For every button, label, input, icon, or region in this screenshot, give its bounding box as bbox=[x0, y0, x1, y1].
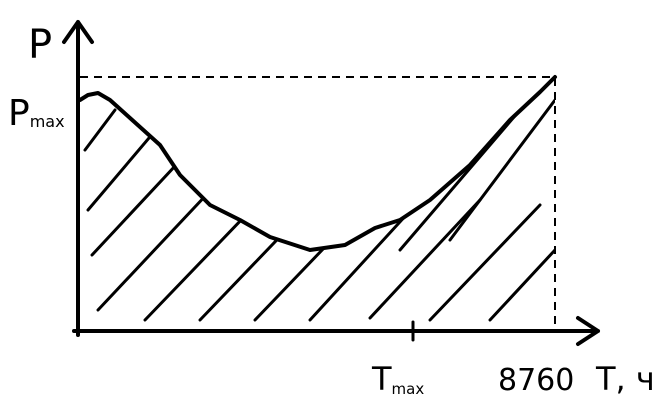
tmax-label: Tmax bbox=[371, 360, 424, 398]
hatching bbox=[83, 98, 555, 322]
pmax-sub: max bbox=[30, 112, 65, 131]
x-axis bbox=[72, 316, 600, 346]
end-label: 8760 bbox=[498, 363, 574, 398]
pmax-main: P bbox=[8, 93, 30, 134]
tmax-main: T bbox=[371, 360, 392, 398]
load-curve bbox=[78, 75, 557, 252]
y-axis-label: P bbox=[28, 22, 52, 68]
x-axis-label: T, ч bbox=[595, 360, 655, 398]
pmax-label: Pmax bbox=[8, 93, 65, 134]
guide-lines bbox=[80, 76, 556, 330]
y-axis bbox=[62, 20, 94, 337]
tmax-sub: max bbox=[392, 380, 425, 398]
